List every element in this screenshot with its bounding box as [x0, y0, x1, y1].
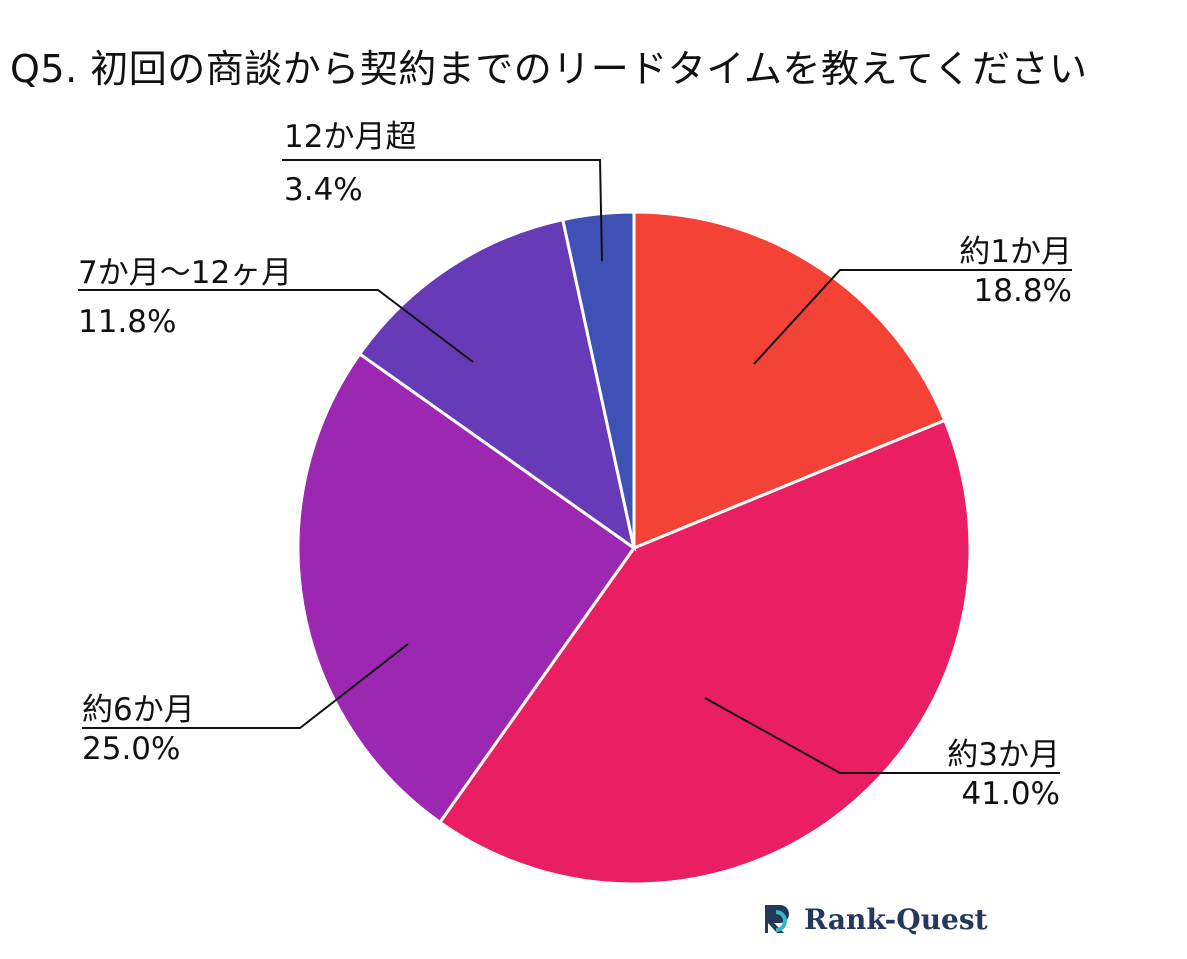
slice-name: 約3か月	[947, 737, 1060, 773]
pie-slice-4	[357, 217, 637, 552]
leader-line-2	[704, 697, 1060, 774]
slice-label-4: 7か月〜12ヶ月 11.8%	[78, 258, 292, 338]
leader-line-1	[753, 269, 1072, 365]
slice-name: 12か月超	[284, 119, 417, 155]
leader-line-3	[82, 643, 409, 729]
brand-name: Rank-Quest	[804, 902, 988, 936]
leader-line-5	[282, 159, 603, 262]
slice-name: 約1か月	[959, 234, 1072, 270]
slice-name: 7か月〜12ヶ月	[78, 255, 293, 291]
slice-name: 約6か月	[82, 692, 195, 728]
slice-label-3: 約6か月 25.0%	[82, 695, 195, 765]
slice-value: 11.8%	[78, 304, 177, 340]
pie-slices	[296, 210, 972, 886]
slice-value: 41.0%	[961, 776, 1060, 812]
slice-label-2: 約3か月 41.0%	[947, 740, 1060, 810]
slice-label-1: 約1か月 18.8%	[959, 237, 1072, 307]
pie-slice-1	[632, 210, 947, 551]
chart-title: Q5. 初回の商談から契約までのリードタイムを教えてください	[10, 47, 1088, 91]
leader-line-4	[78, 289, 474, 363]
slice-label-5: 12か月超 3.4%	[284, 122, 416, 206]
brand-logo: Rank-Quest	[762, 902, 988, 936]
slice-value: 18.8%	[973, 273, 1072, 309]
rank-quest-logo-icon	[765, 905, 789, 933]
slice-value: 3.4%	[284, 172, 363, 208]
leader-lines	[78, 159, 1072, 774]
pie-slice-3	[296, 351, 637, 825]
pie-slice-2	[437, 418, 972, 886]
pie-slice-5	[560, 210, 636, 549]
slice-value: 25.0%	[82, 731, 181, 767]
